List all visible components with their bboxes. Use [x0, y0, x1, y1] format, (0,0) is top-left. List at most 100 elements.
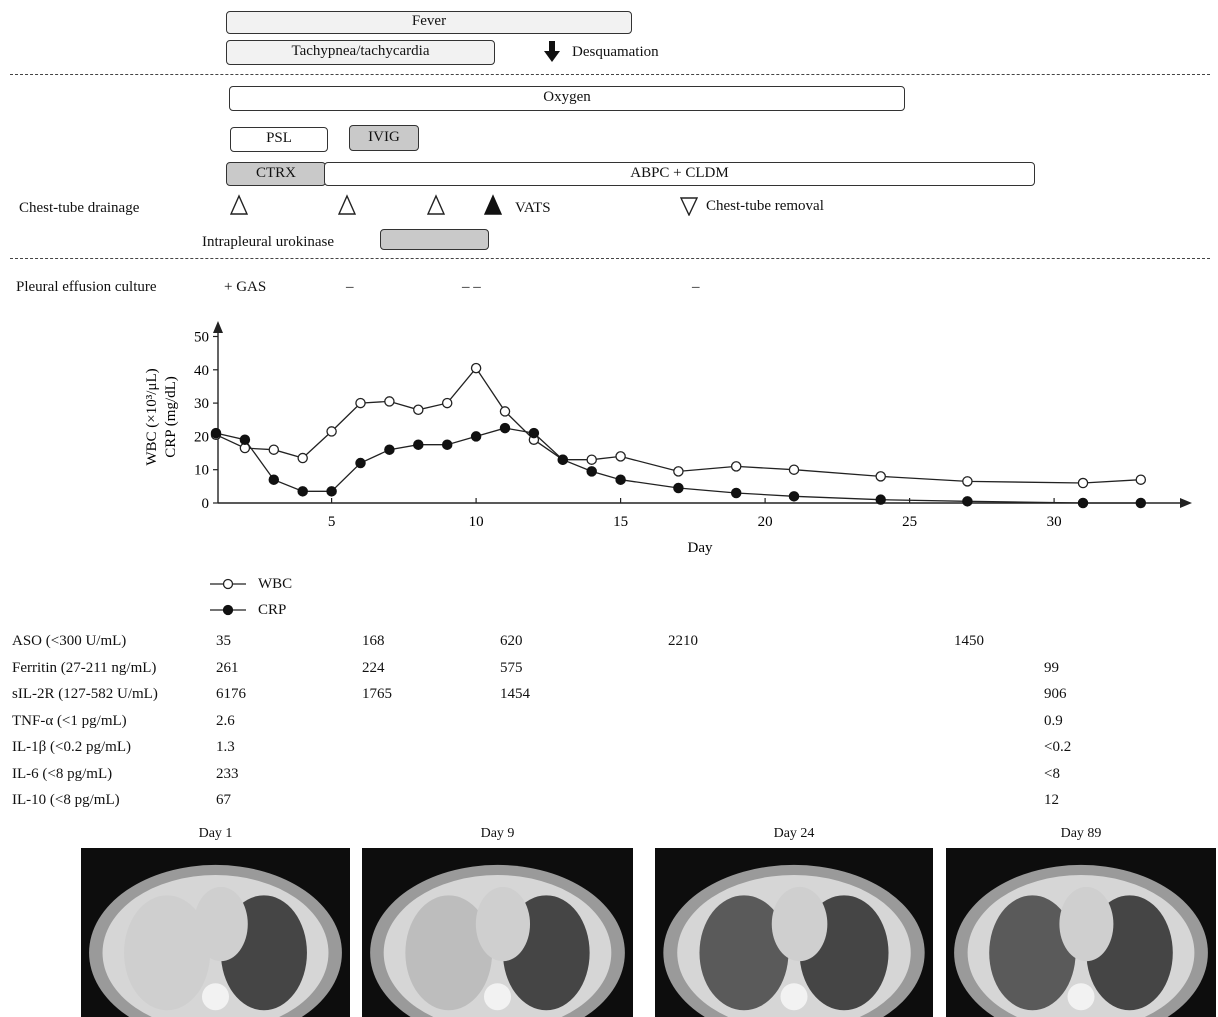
psl-label: PSL	[266, 130, 292, 146]
data-point-crp	[499, 422, 511, 434]
oxygen-bar: Oxygen	[229, 86, 905, 111]
culture-result: –	[692, 279, 700, 295]
x-axis-label: Day	[688, 540, 713, 556]
divider-2	[10, 258, 1210, 259]
data-point-crp	[615, 474, 626, 485]
drainage-open-triangle-icon	[229, 194, 249, 215]
lab-value: 168	[362, 633, 385, 649]
oxygen-label: Oxygen	[543, 89, 591, 105]
drainage-open-triangle-icon	[426, 194, 446, 215]
ct-caption: Day 24	[773, 826, 815, 841]
data-point-wbc	[615, 451, 626, 462]
y-axis-label-wbc: WBC (×10³/μL)	[144, 368, 160, 465]
ct-caption: Day 89	[1060, 826, 1102, 841]
data-point-wbc	[268, 444, 280, 455]
data-point-crp	[268, 474, 280, 485]
ct-scan-graphic	[370, 864, 625, 1017]
lab-value: 1.3	[216, 739, 235, 755]
lab-value: 12	[1044, 792, 1059, 808]
data-point-wbc	[788, 464, 800, 475]
culture-result: –	[346, 279, 354, 295]
x-tick-label: 20	[758, 514, 773, 530]
chest-tube-markers	[229, 194, 503, 215]
vats-filled-triangle-icon	[483, 194, 503, 215]
series-line-wbc	[215, 367, 1141, 484]
lab-row-label: IL-6 (<8 pg/mL)	[12, 765, 113, 782]
lab-value: 224	[362, 659, 385, 676]
data-point-crp	[1077, 497, 1089, 509]
y-tick-label: 50	[194, 330, 209, 346]
chest-tube-label: Chest-tube drainage	[19, 200, 140, 216]
lab-value: 0.9	[1044, 712, 1063, 729]
desquamation-label: Desquamation	[572, 44, 659, 60]
culture-result: + GAS	[224, 279, 267, 295]
x-tick-label: 10	[469, 514, 484, 530]
lab-value: <0.2	[1044, 739, 1072, 755]
lab-value: 261	[216, 659, 239, 676]
data-point-wbc	[730, 461, 742, 472]
ct-scan-image	[946, 848, 1216, 1017]
urokinase-bar	[380, 229, 489, 250]
data-point-crp	[384, 444, 395, 455]
abpc-bar: ABPC + CLDM	[324, 162, 1035, 186]
data-point-crp	[470, 431, 482, 442]
y-tick-label: 10	[194, 463, 209, 479]
lab-row-label: sIL-2R (127-582 U/mL)	[12, 686, 158, 702]
drainage-open-triangle-icon	[337, 194, 357, 215]
lab-value: 575	[500, 659, 523, 676]
data-point-crp	[586, 466, 597, 477]
lab-value: 2.6	[216, 712, 235, 729]
fever-label: Fever	[411, 13, 447, 29]
legend-crp-label: CRP	[258, 602, 287, 618]
lab-value: <8	[1044, 765, 1060, 782]
data-point-wbc	[586, 454, 597, 465]
lab-row-label: IL-1β (<0.2 pg/mL)	[12, 739, 131, 755]
lab-value: 35	[216, 633, 231, 649]
data-point-wbc	[1135, 474, 1147, 485]
wbc-crp-chart: 0 10 20 30 40 50 5 10 15 20 25 30 Day WBC (×10³/μL) CR…	[144, 321, 1192, 556]
data-point-crp	[557, 454, 569, 465]
data-point-wbc	[297, 452, 308, 464]
data-point-crp	[788, 491, 800, 502]
ct-scan-graphic	[954, 864, 1208, 1017]
data-point-crp	[875, 494, 886, 505]
vats-label: VATS	[515, 200, 551, 216]
ct-scan-image	[81, 848, 350, 1017]
ct-caption: Day 9	[480, 826, 515, 841]
lab-value: 906	[1044, 686, 1067, 702]
data-point-crp	[962, 496, 973, 507]
y-axis-arrow-icon	[213, 321, 223, 333]
data-point-wbc	[441, 397, 453, 409]
ct-caption: Day 1	[198, 826, 233, 841]
data-point-wbc	[384, 396, 395, 407]
data-point-wbc	[875, 471, 886, 482]
tachy-bar: Tachypnea/tachycardia	[226, 40, 495, 65]
data-point-crp	[355, 457, 366, 469]
data-point-wbc	[413, 404, 424, 416]
ct-scan-graphic	[89, 864, 342, 1017]
x-axis-arrow-icon	[1180, 498, 1192, 508]
lab-value: 233	[216, 765, 239, 782]
y-axis-label-crp: CRP (mg/dL)	[163, 376, 179, 458]
data-point-wbc	[499, 406, 511, 417]
y-tick-label: 0	[202, 496, 210, 512]
tachy-label: Tachypnea/tachycardia	[291, 43, 430, 59]
lab-row-label: TNF-α (<1 pg/mL)	[12, 712, 127, 729]
culture-result: – –	[462, 279, 481, 295]
x-tick-label: 30	[1047, 514, 1062, 530]
data-point-crp	[210, 427, 222, 439]
lab-row-label: IL-10 (<8 pg/mL)	[12, 792, 120, 808]
lab-value: 1765	[362, 686, 392, 702]
removal-label: Chest-tube removal	[706, 198, 824, 214]
data-point-wbc	[470, 362, 482, 374]
legend-wbc-label: WBC	[258, 576, 293, 592]
data-point-crp	[413, 439, 424, 450]
culture-label: Pleural effusion culture	[16, 279, 157, 295]
ivig-bar: IVIG	[349, 125, 419, 151]
lab-value: 6176	[216, 686, 246, 702]
lab-row-label: ASO (<300 U/mL)	[12, 633, 127, 649]
data-point-crp	[297, 486, 308, 497]
y-tick-label: 40	[194, 363, 209, 379]
lab-value: 620	[500, 633, 523, 649]
lab-value: 1454	[500, 686, 530, 702]
